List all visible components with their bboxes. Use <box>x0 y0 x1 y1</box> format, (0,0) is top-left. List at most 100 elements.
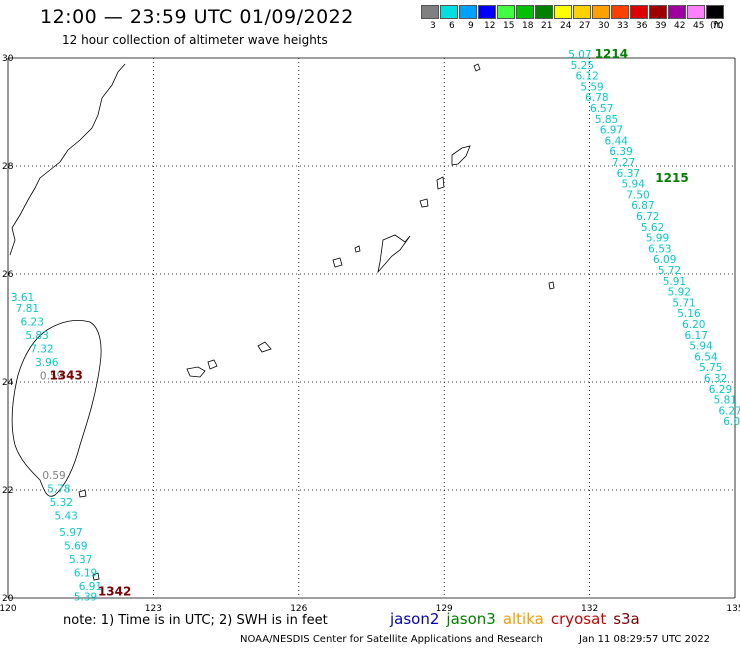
wave-height-value: 5.07 <box>568 49 591 61</box>
color-scale-label: 30 <box>598 21 610 31</box>
wave-height-value: 6.17 <box>685 330 708 342</box>
green-island <box>92 572 100 581</box>
color-scale-label: 6 <box>449 21 455 31</box>
wave-height-value: 5.94 <box>622 179 646 191</box>
color-swatch-30 <box>592 5 610 19</box>
lon-tick-label: 126 <box>290 604 307 614</box>
kerama-island <box>354 245 361 253</box>
color-swatch-24 <box>554 5 572 19</box>
wave-height-value: 7.81 <box>16 303 39 315</box>
wave-height-value: 5.91 <box>663 276 686 288</box>
track-number-label: 1343 <box>49 368 82 382</box>
color-swatch-9 <box>459 5 477 19</box>
wave-height-value: 6.27 <box>718 405 740 417</box>
wave-height-value: 5.97 <box>59 527 82 539</box>
wave-height-value: 7.32 <box>30 343 53 355</box>
color-swatch-39 <box>649 5 667 19</box>
wave-height-value: 5.25 <box>571 60 594 72</box>
wave-height-value: 6.53 <box>648 243 671 255</box>
wave-height-value: 5.39 <box>74 592 97 604</box>
wave-height-value: 6.39 <box>609 146 632 158</box>
ishigaki-island <box>186 366 206 378</box>
daito-island <box>548 281 555 290</box>
color-scale-label: 9 <box>468 21 474 31</box>
color-swatch-12 <box>478 5 496 19</box>
color-scale-label: 39 <box>655 21 667 31</box>
lat-tick-label: 20 <box>2 594 14 604</box>
color-scale-label: 36 <box>636 21 648 31</box>
footnote: note: 1) Time is in UTC; 2) SWH is in fe… <box>63 613 328 628</box>
tokara-island <box>473 63 481 72</box>
legend-cryosat: cryosat <box>550 610 607 628</box>
wave-height-value: 5.43 <box>54 511 77 523</box>
color-scale-bar <box>421 5 725 19</box>
lat-lon-grid <box>7 57 736 599</box>
legend-s3a: s3a <box>613 610 640 628</box>
wave-height-value: 6.23 <box>21 316 44 328</box>
wave-height-value: 6.09 <box>653 254 676 266</box>
wave-height-value: 5.81 <box>714 395 737 407</box>
color-swatch-33 <box>611 5 629 19</box>
wave-height-value: 6.91 <box>79 581 102 593</box>
taiwan-coastline <box>11 320 102 497</box>
track-number-label: 1214 <box>595 47 628 61</box>
color-swatch-36 <box>630 5 648 19</box>
axis-tick-labels: 120 123 126 129 132 135 20 22 24 26 28 30 <box>0 54 740 614</box>
color-swatch-21 <box>535 5 553 19</box>
lat-tick-label: 30 <box>2 54 14 64</box>
color-scale-label: 24 <box>560 21 572 31</box>
wave-height-value: 5.69 <box>64 540 87 552</box>
wave-height-value: 6.87 <box>631 200 654 212</box>
legend-jason3: jason3 <box>446 610 496 628</box>
satellite-tracks: 5.075.256.125.596.786.575.856.976.446.39… <box>11 47 740 604</box>
credit-text: NOAA/NESDIS Center for Satellite Applica… <box>240 634 543 645</box>
wave-height-value: 5.37 <box>69 554 92 566</box>
tokunoshima-island <box>436 176 445 190</box>
lat-tick-label: 28 <box>2 162 14 172</box>
wave-height-value: 5.71 <box>672 297 695 309</box>
wave-height-value: 5.72 <box>658 265 681 277</box>
legend-altika: altika <box>502 610 544 628</box>
wave-height-value: 5.62 <box>641 222 664 234</box>
wave-height-value: 5.32 <box>50 497 73 509</box>
color-swatch-15 <box>497 5 515 19</box>
color-scale-label: 70 <box>712 21 724 31</box>
color-swatch-3 <box>421 5 439 19</box>
lon-tick-label: 132 <box>581 604 598 614</box>
lon-tick-label: 129 <box>436 604 453 614</box>
wave-height-value: 7.50 <box>626 189 649 201</box>
color-scale-label: 33 <box>617 21 629 31</box>
color-scale-label: 45 <box>693 21 705 31</box>
wave-height-value: 5.78 <box>47 484 70 496</box>
color-scale-label: 42 <box>674 21 686 31</box>
wave-height-value: 6.29 <box>709 384 732 396</box>
color-swatch-42 <box>668 5 686 19</box>
lat-tick-label: 22 <box>2 486 13 496</box>
wave-height-value: 6.19 <box>74 567 97 579</box>
kume-island <box>332 257 343 268</box>
lat-tick-label: 26 <box>2 270 14 280</box>
color-swatch-27 <box>573 5 591 19</box>
wave-height-value: 6.20 <box>682 319 705 331</box>
color-scale-label: 15 <box>503 21 515 31</box>
color-swatch-45 <box>687 5 705 19</box>
color-swatch-6 <box>440 5 458 19</box>
wave-height-value: 3.61 <box>11 292 34 304</box>
wave-height-value: 5.59 <box>580 81 603 93</box>
amami-island <box>451 145 471 166</box>
iriomote-island <box>207 359 218 370</box>
wave-height-value: 6.32 <box>704 373 727 385</box>
wave-height-value: 6.00 <box>723 416 740 428</box>
lon-tick-label: 123 <box>145 604 162 614</box>
legend-jason2: jason2 <box>390 610 440 628</box>
color-scale-unit: (ft) <box>710 21 724 31</box>
orchid-island <box>78 489 87 498</box>
kuchinoshima-island <box>419 198 429 208</box>
wave-height-value: 5.99 <box>646 233 669 245</box>
coastlines <box>9 63 555 581</box>
wave-height-value: 6.37 <box>617 168 640 180</box>
lon-tick-label: 120 <box>0 604 17 614</box>
wave-height-value: 5.75 <box>699 362 722 374</box>
wave-height-value: 5.85 <box>595 114 618 126</box>
